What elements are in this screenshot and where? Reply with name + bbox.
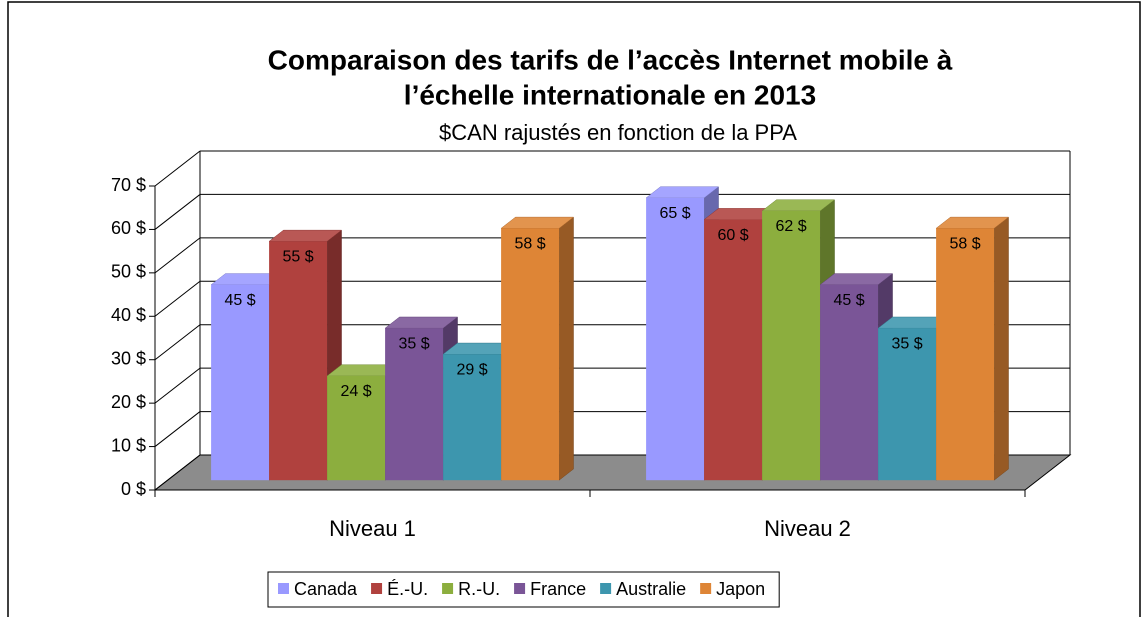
chart-title: l’échelle internationale en 2013	[404, 79, 816, 110]
legend-swatch	[700, 583, 712, 594]
bar	[820, 284, 879, 481]
bar	[269, 241, 328, 481]
data-label: 29 $	[457, 361, 488, 378]
y-tick-label: 0 $	[121, 479, 146, 499]
data-label: 62 $	[776, 218, 807, 235]
y-tick-label: 10 $	[111, 435, 146, 455]
data-label: 58 $	[950, 236, 981, 253]
bar	[878, 328, 937, 481]
chart-title: Comparaison des tarifs de l’accès Intern…	[268, 44, 953, 75]
bar-side	[993, 216, 1009, 481]
data-label: 35 $	[892, 335, 923, 352]
legend-label: Japon	[716, 579, 765, 599]
data-label: 60 $	[718, 227, 749, 244]
y-tick-label: 70 $	[111, 175, 146, 195]
bar	[385, 328, 444, 481]
data-label: 45 $	[834, 292, 865, 309]
legend-swatch	[442, 583, 454, 594]
grid-line	[154, 194, 201, 230]
grid-line	[154, 280, 201, 317]
grid-line	[154, 411, 201, 447]
bar	[936, 228, 995, 481]
bar	[211, 284, 270, 481]
bar	[443, 354, 502, 481]
data-label: 55 $	[283, 249, 314, 266]
legend-label: É.-U.	[387, 579, 428, 599]
legend-label: R.-U.	[458, 579, 500, 599]
data-label: 24 $	[341, 383, 372, 400]
bar	[327, 375, 386, 481]
legend-label: Canada	[294, 579, 358, 599]
y-tick-label: 50 $	[111, 262, 146, 282]
grid-line	[154, 454, 201, 491]
grid-line	[154, 367, 201, 404]
legend-swatch	[600, 583, 612, 594]
data-label: 65 $	[660, 205, 691, 222]
legend-label: Australie	[616, 579, 686, 599]
grid-line	[154, 150, 201, 187]
bar	[704, 219, 763, 481]
x-tick-label: Niveau 1	[329, 516, 416, 541]
chart-subtitle: $CAN rajustés en fonction de la PPA	[439, 120, 797, 145]
bar	[762, 210, 821, 481]
data-label: 58 $	[515, 236, 546, 253]
legend-swatch	[514, 583, 526, 594]
y-tick-label: 40 $	[111, 305, 146, 325]
x-tick-label: Niveau 2	[764, 516, 851, 541]
bar	[646, 197, 705, 481]
bar	[501, 228, 560, 481]
legend-swatch	[371, 583, 383, 594]
grid-line	[154, 237, 201, 274]
y-tick-label: 60 $	[111, 218, 146, 238]
y-tick-label: 30 $	[111, 348, 146, 368]
bar-side	[558, 216, 574, 481]
grid-line	[154, 324, 201, 361]
legend-label: France	[530, 579, 586, 599]
y-tick-label: 20 $	[111, 392, 146, 412]
legend-swatch	[278, 583, 289, 594]
data-label: 35 $	[399, 335, 430, 352]
data-label: 45 $	[225, 292, 256, 309]
